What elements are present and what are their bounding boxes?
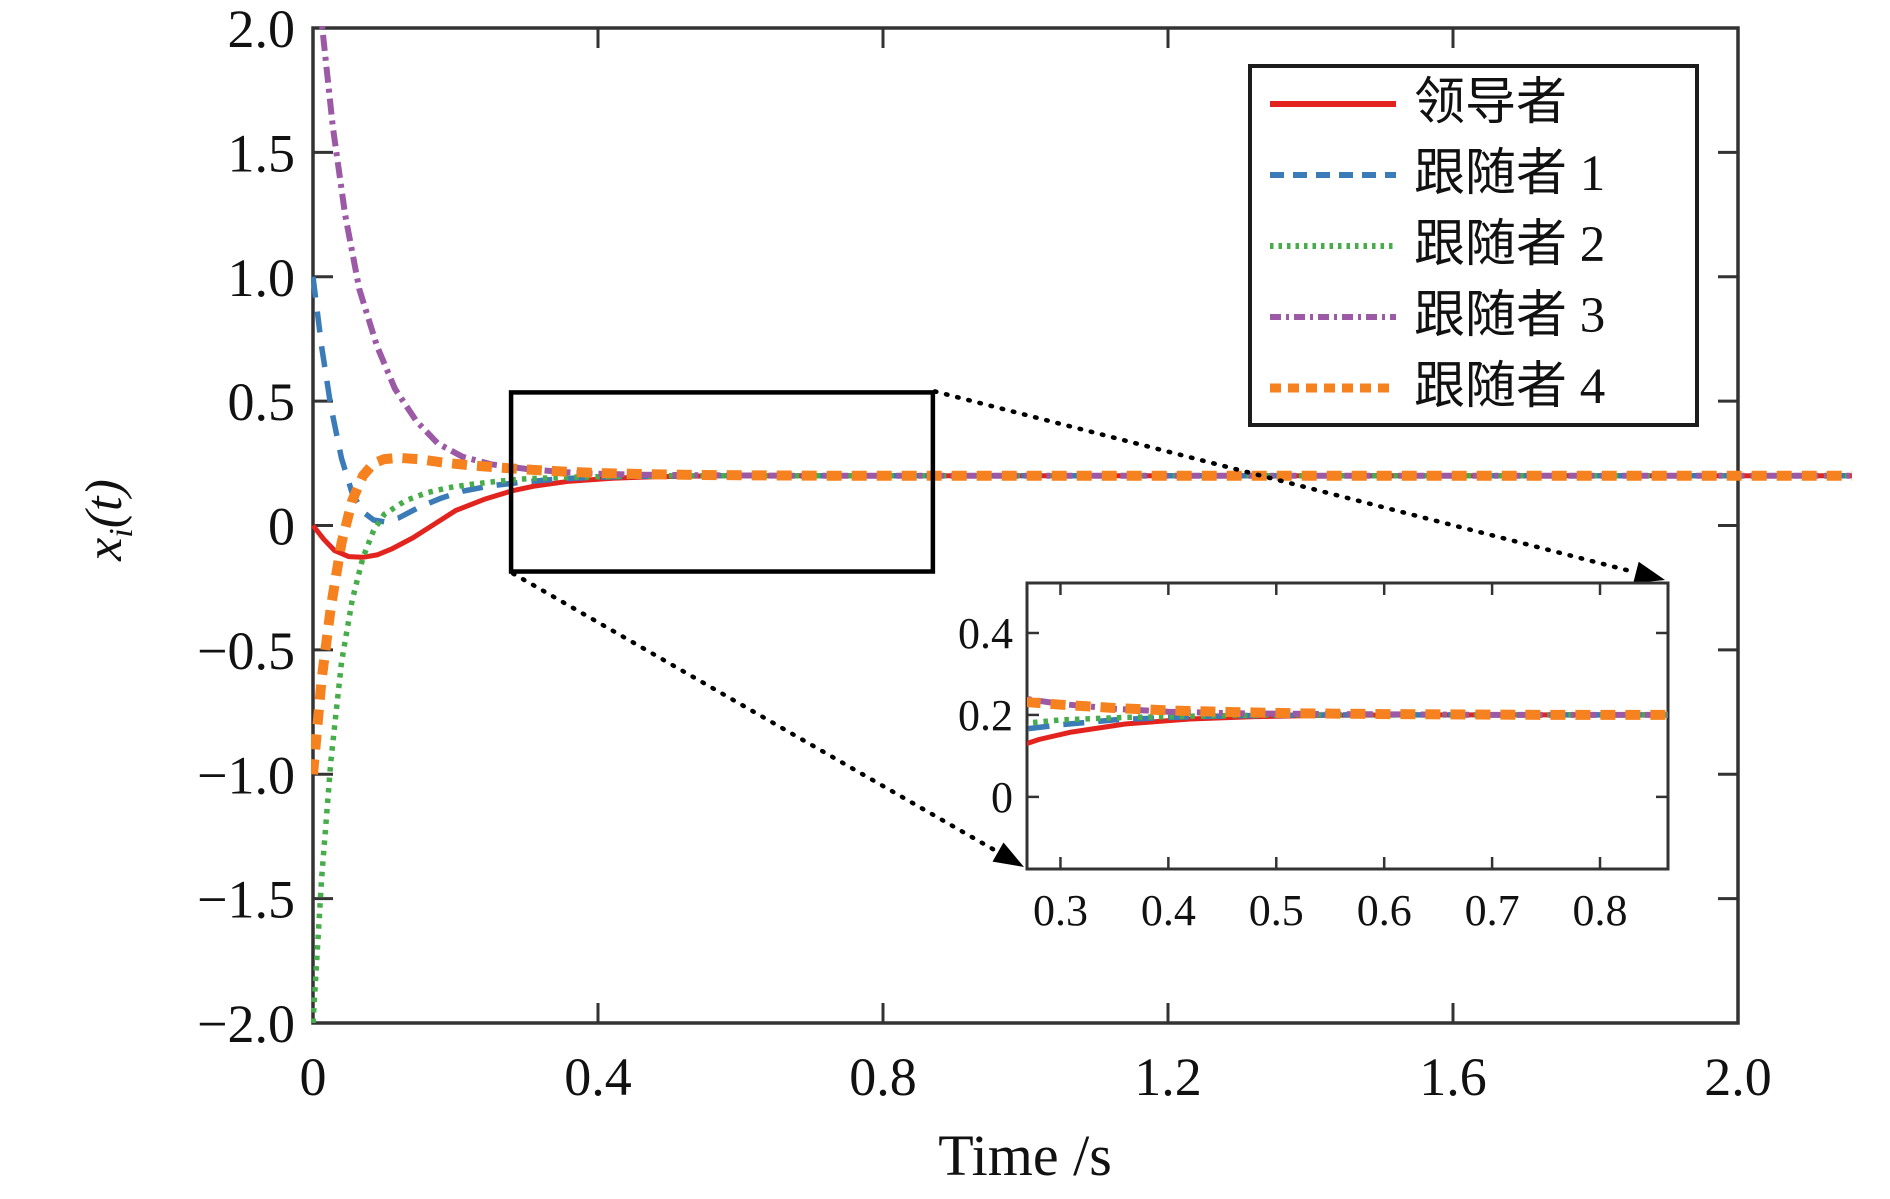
y-axis-title-args: (t) xyxy=(75,479,133,529)
y-tick-label: 0 xyxy=(268,497,295,557)
series-leader-line xyxy=(1027,712,1668,747)
inset-y-tick-label: 0.2 xyxy=(958,691,1013,740)
y-tick-label: −0.5 xyxy=(197,621,295,681)
legend-item-follower-4: 跟随者 4 xyxy=(1252,357,1695,419)
zoom-region-rectangle xyxy=(508,390,936,574)
legend-sample-follower-2-icon xyxy=(1270,242,1396,249)
x-tick-label: 1.6 xyxy=(1419,1047,1487,1107)
series-follower-4-line xyxy=(311,452,1852,775)
y-tick-label: 2.0 xyxy=(228,0,296,59)
zoom-connector-top-arrowhead-icon xyxy=(1633,561,1665,584)
y-axis-title-subscript: i xyxy=(103,528,141,538)
x-tick-label: 0 xyxy=(300,1047,327,1107)
legend: 领导者跟随者 1 跟随者 2 跟随者 3 跟随者 4 xyxy=(1248,64,1699,427)
legend-sample-leader-icon xyxy=(1270,100,1396,107)
legend-label-follower-2: 跟随者 2 xyxy=(1414,217,1606,273)
x-tick-label: 1.2 xyxy=(1134,1047,1202,1107)
x-axis-title: Time /s xyxy=(938,1123,1112,1188)
inset-y-tick-label: 0.4 xyxy=(958,609,1013,658)
inset-x-tick-label: 0.4 xyxy=(1141,886,1196,935)
legend-label-follower-4: 跟随者 4 xyxy=(1414,359,1606,415)
inset-x-tick-label: 0.6 xyxy=(1357,886,1412,935)
zoom-connector-bottom-line xyxy=(510,571,1001,855)
y-tick-label: 1.0 xyxy=(228,248,296,308)
y-axis-title-base: x xyxy=(75,537,133,561)
main-series-group xyxy=(311,26,1852,1024)
inset-x-tick-label: 0.8 xyxy=(1573,886,1628,935)
inset-axes-box xyxy=(1025,581,1670,871)
zoom-connector-bottom-arrowhead-icon xyxy=(992,842,1024,867)
y-axis-title: xi(t) xyxy=(75,479,141,561)
y-tick-label: −1.0 xyxy=(197,745,295,805)
x-tick-label: 0.4 xyxy=(564,1047,632,1107)
inset-x-tick-label: 0.5 xyxy=(1249,886,1304,935)
legend-item-follower-2: 跟随者 2 xyxy=(1252,215,1695,277)
series-leader-line xyxy=(311,473,1852,560)
legend-sample-follower-4-icon xyxy=(1270,383,1396,392)
legend-sample-follower-1-icon xyxy=(1270,171,1396,178)
inset-y-tick-label: 0 xyxy=(991,773,1013,822)
inset-x-tick-label: 0.3 xyxy=(1033,886,1088,935)
x-tick-label: 0.8 xyxy=(849,1047,917,1107)
legend-item-follower-1: 跟随者 1 xyxy=(1252,144,1695,206)
x-tick-label: 2.0 xyxy=(1704,1047,1772,1107)
legend-sample-follower-3-icon xyxy=(1270,313,1396,320)
legend-label-follower-1: 跟随者 1 xyxy=(1414,146,1606,202)
legend-label-follower-3: 跟随者 3 xyxy=(1414,288,1606,344)
y-tick-label: 1.5 xyxy=(228,123,296,183)
legend-label-leader: 领导者 xyxy=(1414,75,1568,131)
inset-x-tick-label: 0.7 xyxy=(1465,886,1520,935)
inset-series-group xyxy=(1027,696,1668,747)
y-tick-label: −1.5 xyxy=(197,870,295,930)
legend-item-follower-3: 跟随者 3 xyxy=(1252,286,1695,348)
legend-item-leader: 领导者 xyxy=(1252,73,1695,135)
y-tick-label: 0.5 xyxy=(228,372,296,432)
y-tick-label: −2.0 xyxy=(197,994,295,1054)
